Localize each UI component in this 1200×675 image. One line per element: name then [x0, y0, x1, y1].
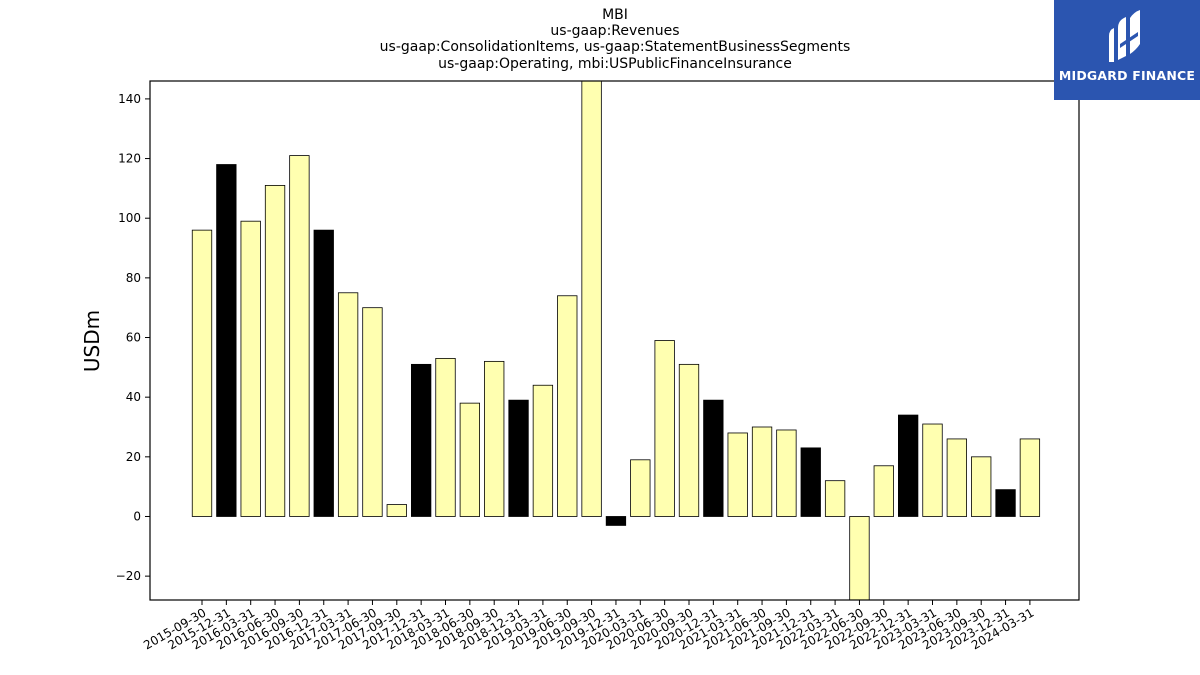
bar-2022-09-30: [873, 465, 894, 517]
bar-2023-03-31: [922, 423, 943, 517]
bar-2019-03-31: [532, 384, 554, 517]
bar-2023-09-30: [971, 456, 992, 517]
title-line-concept: us-gaap:Revenues: [550, 23, 680, 39]
bars-group: [191, 80, 1041, 601]
bar-2015-12-31: [216, 164, 237, 517]
plot-area-frame: [149, 80, 1080, 601]
brand-mark-icon: [1109, 10, 1140, 62]
brand-name: MIDGARD FINANCE: [1058, 68, 1196, 83]
bar-2022-03-31: [824, 480, 846, 517]
y-axis-ticks: −20 0 20 40 60 80 100 120 140: [116, 92, 150, 583]
bar-2021-06-30: [751, 426, 773, 517]
y-tick-label: 0: [133, 509, 141, 523]
bar-2021-09-30: [776, 429, 797, 517]
bar-2023-06-30: [946, 438, 967, 517]
brand-logo: MIDGARD FINANCE: [1054, 0, 1200, 100]
y-tick-label: 40: [126, 390, 141, 404]
y-axis-label: USDm: [80, 310, 104, 372]
bar-2017-12-31: [410, 363, 432, 517]
bar-2019-09-30: [581, 80, 602, 517]
title-line-members: us-gaap:Operating, mbi:USPublicFinanceIn…: [438, 56, 792, 72]
bar-2016-06-30: [264, 184, 286, 517]
bar-2017-03-31: [337, 292, 359, 517]
bar-2019-12-31: [605, 516, 627, 526]
y-tick-label: 80: [126, 271, 141, 285]
bar-2017-09-30: [386, 504, 407, 517]
y-tick-label: 60: [126, 331, 141, 345]
title-line-axes: us-gaap:ConsolidationItems, us-gaap:Stat…: [379, 39, 851, 55]
bar-2022-12-31: [898, 414, 919, 517]
bar-2021-12-31: [800, 447, 821, 517]
bar-2023-12-31: [995, 489, 1016, 517]
y-tick-label: 140: [118, 92, 141, 106]
bar-2022-06-30: [849, 516, 870, 601]
bar-2015-09-30: [191, 229, 213, 517]
bar-2016-09-30: [289, 155, 310, 517]
bar-2021-03-31: [727, 432, 748, 517]
bar-2020-09-30: [678, 363, 700, 517]
bar-2018-09-30: [484, 360, 505, 517]
y-tick-label: −20: [116, 569, 141, 583]
y-tick-label: 120: [118, 152, 141, 166]
bar-2020-06-30: [654, 340, 675, 517]
bar-2016-12-31: [313, 229, 334, 517]
bar-2018-03-31: [435, 357, 456, 517]
x-axis-ticks: 2015-09-302015-12-312016-03-312016-06-30…: [141, 600, 1036, 652]
bar-2019-06-30: [557, 295, 578, 517]
title-line-ticker: MBI: [602, 7, 628, 23]
bar-2018-12-31: [508, 399, 529, 517]
y-tick-label: 100: [118, 211, 141, 225]
bar-2024-03-31: [1019, 438, 1041, 517]
bar-2018-06-30: [459, 402, 481, 517]
bar-2020-12-31: [703, 399, 724, 517]
bar-2017-06-30: [362, 307, 383, 517]
bar-2016-03-31: [240, 220, 261, 517]
bar-2020-03-31: [630, 459, 651, 517]
y-tick-label: 20: [126, 450, 141, 464]
